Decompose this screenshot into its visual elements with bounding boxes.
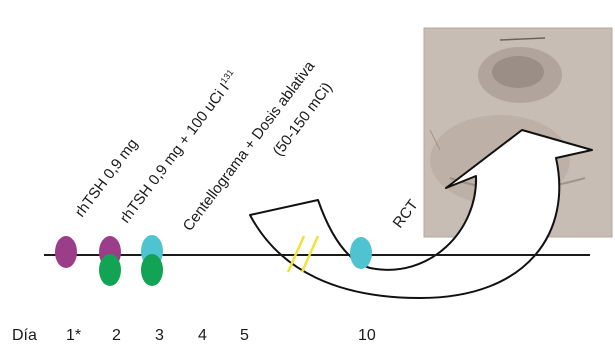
marker-day1-rhtsh	[55, 236, 77, 268]
rct-label: RCT	[390, 197, 422, 232]
curved-arrow	[249, 129, 593, 299]
day-4-label: 4	[198, 327, 207, 344]
day-2-label: 2	[112, 327, 121, 344]
day-1-label: 1*	[66, 327, 81, 344]
marker-day3-dose	[141, 254, 163, 286]
day-10-label: 10	[358, 327, 376, 344]
marker-day2-iodine	[99, 254, 121, 286]
day-prefix-label: Día	[12, 327, 37, 344]
axis-break-mark	[286, 235, 306, 273]
day-5-label: 5	[240, 327, 249, 344]
axis-break-mark	[300, 235, 320, 273]
marker-day10-rct	[350, 237, 372, 269]
day-3-label: 3	[155, 327, 164, 344]
